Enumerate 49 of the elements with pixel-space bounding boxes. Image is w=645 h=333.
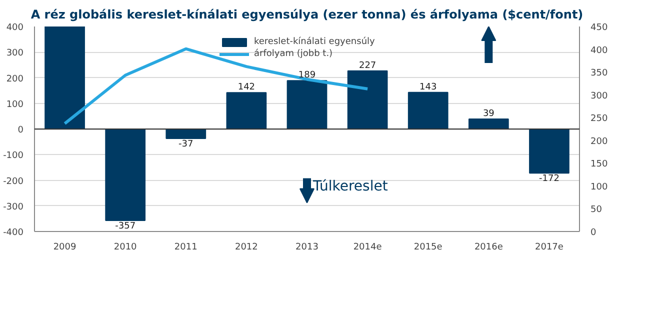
x-tick-label: 2015e [414, 242, 443, 252]
legend-label: kereslet-kínálati egyensúly [254, 37, 375, 47]
x-tick-label: 2011 [174, 242, 198, 252]
y2-tick-label: 350 [590, 68, 608, 79]
bar [529, 128, 570, 174]
y2-tick-label: 50 [590, 205, 602, 216]
y-tick-label: -200 [3, 176, 24, 187]
bar [226, 92, 267, 130]
bar [468, 118, 509, 130]
data-label: 142 [238, 82, 256, 93]
x-tick-label: 2016e [474, 242, 504, 252]
bar [286, 80, 328, 130]
y-tick-label: 200 [6, 74, 24, 84]
y2-tick-label: 250 [590, 114, 608, 124]
y2-tick-label: 200 [590, 136, 608, 147]
data-label: -357 [115, 221, 136, 232]
x-tick-label: 2010 [114, 242, 138, 252]
y-tick-label: 0 [18, 126, 24, 136]
bar [44, 26, 85, 130]
data-label: -37 [178, 139, 194, 150]
data-label: 227 [358, 60, 376, 71]
x-tick-label: 2009 [53, 242, 77, 252]
data-label: 189 [298, 70, 316, 81]
y-tick-label: -300 [3, 202, 24, 212]
y2-tick-label: 450 [590, 23, 608, 33]
annotation: Túlkereslet [312, 178, 388, 194]
bar [408, 92, 448, 130]
y2-tick-label: 100 [590, 182, 608, 192]
y2-tick-label: 300 [590, 91, 608, 102]
y-tick-label: 400 [6, 23, 24, 33]
y-tick-label: 300 [6, 48, 24, 59]
y-tick-label: -400 [3, 228, 24, 238]
data-label: -172 [539, 174, 560, 184]
chart-title: A réz globális kereslet-kínálati egyensúlya (ezer tonna) és árfolyama ($cent/font) [30, 8, 584, 22]
x-tick-label: 2013 [296, 242, 318, 252]
y2-tick-label: 150 [590, 160, 608, 170]
data-label: 39 [482, 109, 495, 120]
data-label: 143 [420, 82, 437, 92]
x-tick-label: 2014e [353, 242, 382, 252]
y-tick-label: -100 [3, 151, 24, 162]
y2-tick-label: 0 [590, 228, 596, 238]
bar [166, 128, 206, 139]
x-tick-label: 2017e [535, 242, 564, 252]
legend-label: árfolyam (jobb t.) [254, 49, 333, 59]
y2-tick-label: 400 [590, 46, 608, 56]
bar [105, 128, 146, 221]
bar [347, 70, 388, 130]
x-tick-label: 2012 [234, 242, 258, 252]
y-tick-label: 100 [6, 100, 24, 110]
